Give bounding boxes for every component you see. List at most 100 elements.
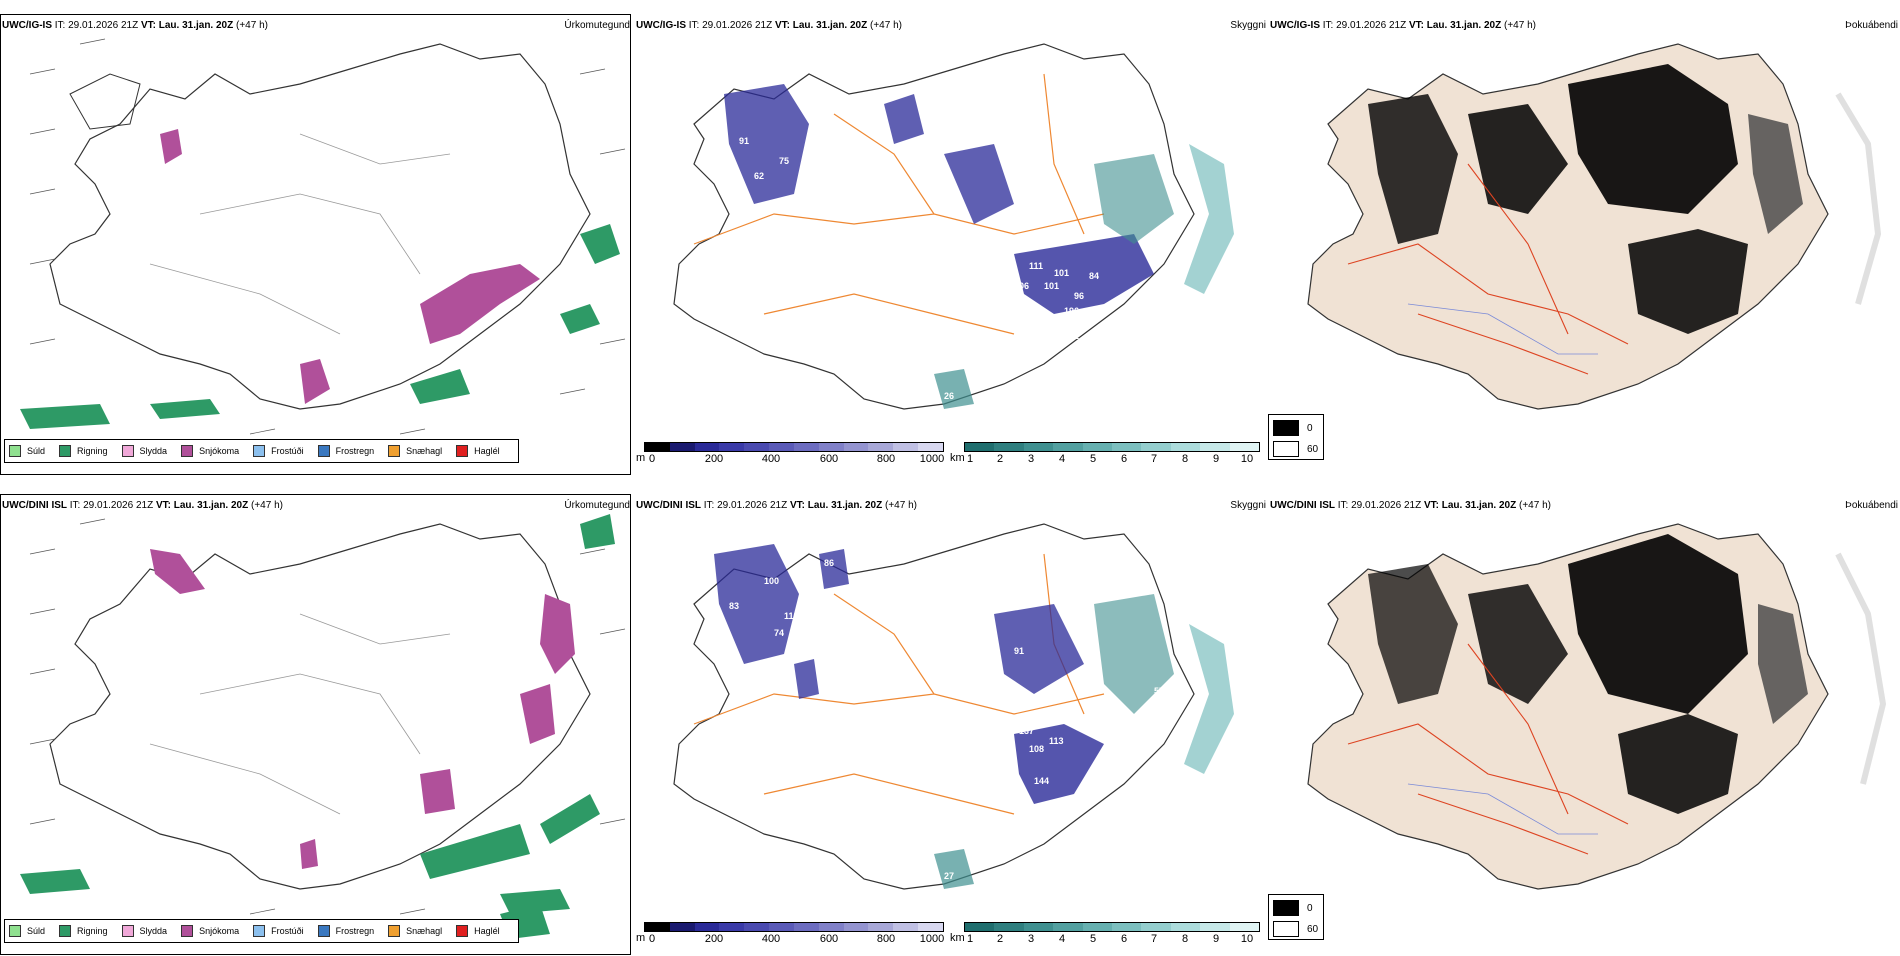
legend-item-snow-pellets: Snæhagl (388, 445, 442, 457)
ceiling-label: 62 (754, 171, 764, 181)
tick-label: 8 (1181, 453, 1189, 465)
iceland-coastline (673, 523, 1195, 890)
ceiling-label: 105 (814, 221, 829, 231)
tick-label: 5 (1089, 933, 1097, 945)
tick-label: 7 (1150, 933, 1158, 945)
ceiling-label: 86 (824, 558, 834, 568)
tick-label: 800 (876, 453, 896, 465)
tick-label: 10 (1240, 933, 1254, 945)
panel-header: UWC/DINI ISL IT: 29.01.2026 21Z VT: Lau.… (2, 500, 283, 511)
visibility-color-strip (964, 922, 1260, 932)
fog-legend-label: 60 (1307, 443, 1319, 455)
snow-area (520, 684, 555, 744)
tick-label: 1 (966, 933, 974, 945)
ceiling-label: 83 (729, 601, 739, 611)
rain-area (20, 794, 600, 939)
ceiling-label: 137 (1019, 726, 1034, 736)
tick-label: 5 (1089, 453, 1097, 465)
tick-label: 7 (1150, 453, 1158, 465)
tick-label: 9 (1212, 453, 1220, 465)
ceiling-label: 196 (1064, 306, 1079, 316)
ceiling-unit: m (636, 452, 646, 464)
visibility-unit: km (950, 452, 965, 464)
visibility-color-strip (964, 442, 1260, 452)
legend-item-drizzle: Súld (9, 445, 45, 457)
panel-header: UWC/DINI ISL IT: 29.01.2026 21Z VT: Lau.… (636, 500, 917, 511)
panel-header: UWC/IG-IS IT: 29.01.2026 21Z VT: Lau. 31… (1270, 20, 1536, 31)
ceiling-label: 113 (1049, 736, 1064, 746)
precip-legend: Súld Rigning Slydda Snjókoma Frostúði Fr… (4, 439, 519, 463)
ceiling-label: 102 (1174, 636, 1189, 646)
legend-item-drizzle: Súld (9, 925, 45, 937)
legend-item-freezing-rain: Frostregn (317, 445, 374, 457)
panel-header: UWC/IG-IS IT: 29.01.2026 21Z VT: Lau. 31… (2, 20, 268, 31)
ceiling-color-strip (644, 442, 944, 452)
ceiling-label: 106 (1014, 281, 1029, 291)
legend-item-hail: Haglél (456, 445, 500, 457)
ceiling-label: 84 (1089, 271, 1099, 281)
tick-label: 0 (648, 453, 656, 465)
ceiling-label: 91 (739, 136, 749, 146)
ceiling-label: 111 (1029, 261, 1043, 271)
iceland-coastline (49, 523, 591, 890)
panel-title: Þokuábendi (1845, 500, 1898, 511)
panel-visibility-bottom: 99 83 100 112 74 99 86 137 108 113 144 9… (634, 494, 1266, 956)
tick-label: 3 (1027, 933, 1035, 945)
map-fog-bottom (1307, 523, 1887, 890)
tick-label: 3 (1027, 453, 1035, 465)
ceiling-label: 96 (1074, 291, 1084, 301)
tick-label: 400 (761, 933, 781, 945)
legend-item-rain: Rigning (59, 445, 108, 457)
ceiling-label: 99 (789, 651, 799, 661)
map-precip-type-bottom (20, 514, 626, 939)
panel-title: Úrkomutegund (564, 20, 630, 31)
ceiling-label: 10 (1079, 96, 1089, 106)
snow-area (420, 769, 455, 814)
map-precip-type-top (20, 38, 626, 435)
panel-title: Skyggni (1230, 20, 1266, 31)
panel-fog-bottom: UWC/DINI ISL IT: 29.01.2026 21Z VT: Lau.… (1268, 494, 1900, 956)
ceiling-label: 108 (1029, 744, 1044, 754)
ceiling-label: 91 (1014, 646, 1024, 656)
legend-item-hail: Haglél (456, 925, 500, 937)
tick-label: 0 (648, 933, 656, 945)
ceiling-unit: m (636, 932, 646, 944)
ceiling-label: 74 (774, 628, 784, 638)
fog-legend-bottom: 0 60 (1268, 894, 1324, 940)
tick-label: 200 (704, 453, 724, 465)
rain-area (20, 224, 620, 429)
panel-precip-type-bottom: UWC/DINI ISL IT: 29.01.2026 21Z VT: Lau.… (0, 494, 632, 956)
panel-precip-type-top: UWC/IG-IS IT: 29.01.2026 21Z VT: Lau. 31… (0, 14, 632, 476)
tick-label: 600 (819, 933, 839, 945)
tick-label: 10 (1240, 453, 1254, 465)
panel-frame (0, 494, 631, 955)
tick-label: 1 (966, 453, 974, 465)
ceiling-label: 13 (934, 136, 944, 146)
tick-label: 8 (1181, 933, 1189, 945)
legend-item-sleet: Slydda (121, 925, 167, 937)
ceiling-label: 99 (829, 666, 839, 676)
snow-area (150, 549, 205, 594)
ceiling-colorbar: m 0 200 400 600 800 1000 (636, 442, 944, 476)
visibility-colorbar: km 1 2 3 4 5 6 7 8 9 10 (950, 922, 1260, 956)
ceiling-label: 57 (1154, 686, 1164, 696)
legend-item-snow: Snjókoma (181, 445, 239, 457)
ceiling-label: 342 (1064, 331, 1079, 341)
map-fog-top (1307, 43, 1882, 410)
ceiling-label: 112 (784, 611, 799, 621)
legend-item-freezing-rain: Frostregn (317, 925, 374, 937)
panel-fog-top: UWC/IG-IS IT: 29.01.2026 21Z VT: Lau. 31… (1268, 14, 1900, 476)
ceiling-label: 100 (764, 576, 779, 586)
ceiling-colorbar: m 0 200 400 600 800 1000 (636, 922, 944, 956)
snow-area (540, 594, 575, 674)
ceiling-label: 101 (1054, 268, 1069, 278)
panel-title: Úrkomutegund (564, 500, 630, 511)
tick-label: 2 (996, 933, 1004, 945)
legend-item-snow: Snjókoma (181, 925, 239, 937)
tick-label: 4 (1058, 453, 1066, 465)
fog-legend-label: 60 (1307, 923, 1319, 935)
fog-legend-top: 0 60 (1268, 414, 1324, 460)
ceiling-label: 27 (944, 871, 954, 881)
visibility-colorbar: km 1 2 3 4 5 6 7 8 9 10 (950, 442, 1260, 476)
tick-label: 2 (996, 453, 1004, 465)
